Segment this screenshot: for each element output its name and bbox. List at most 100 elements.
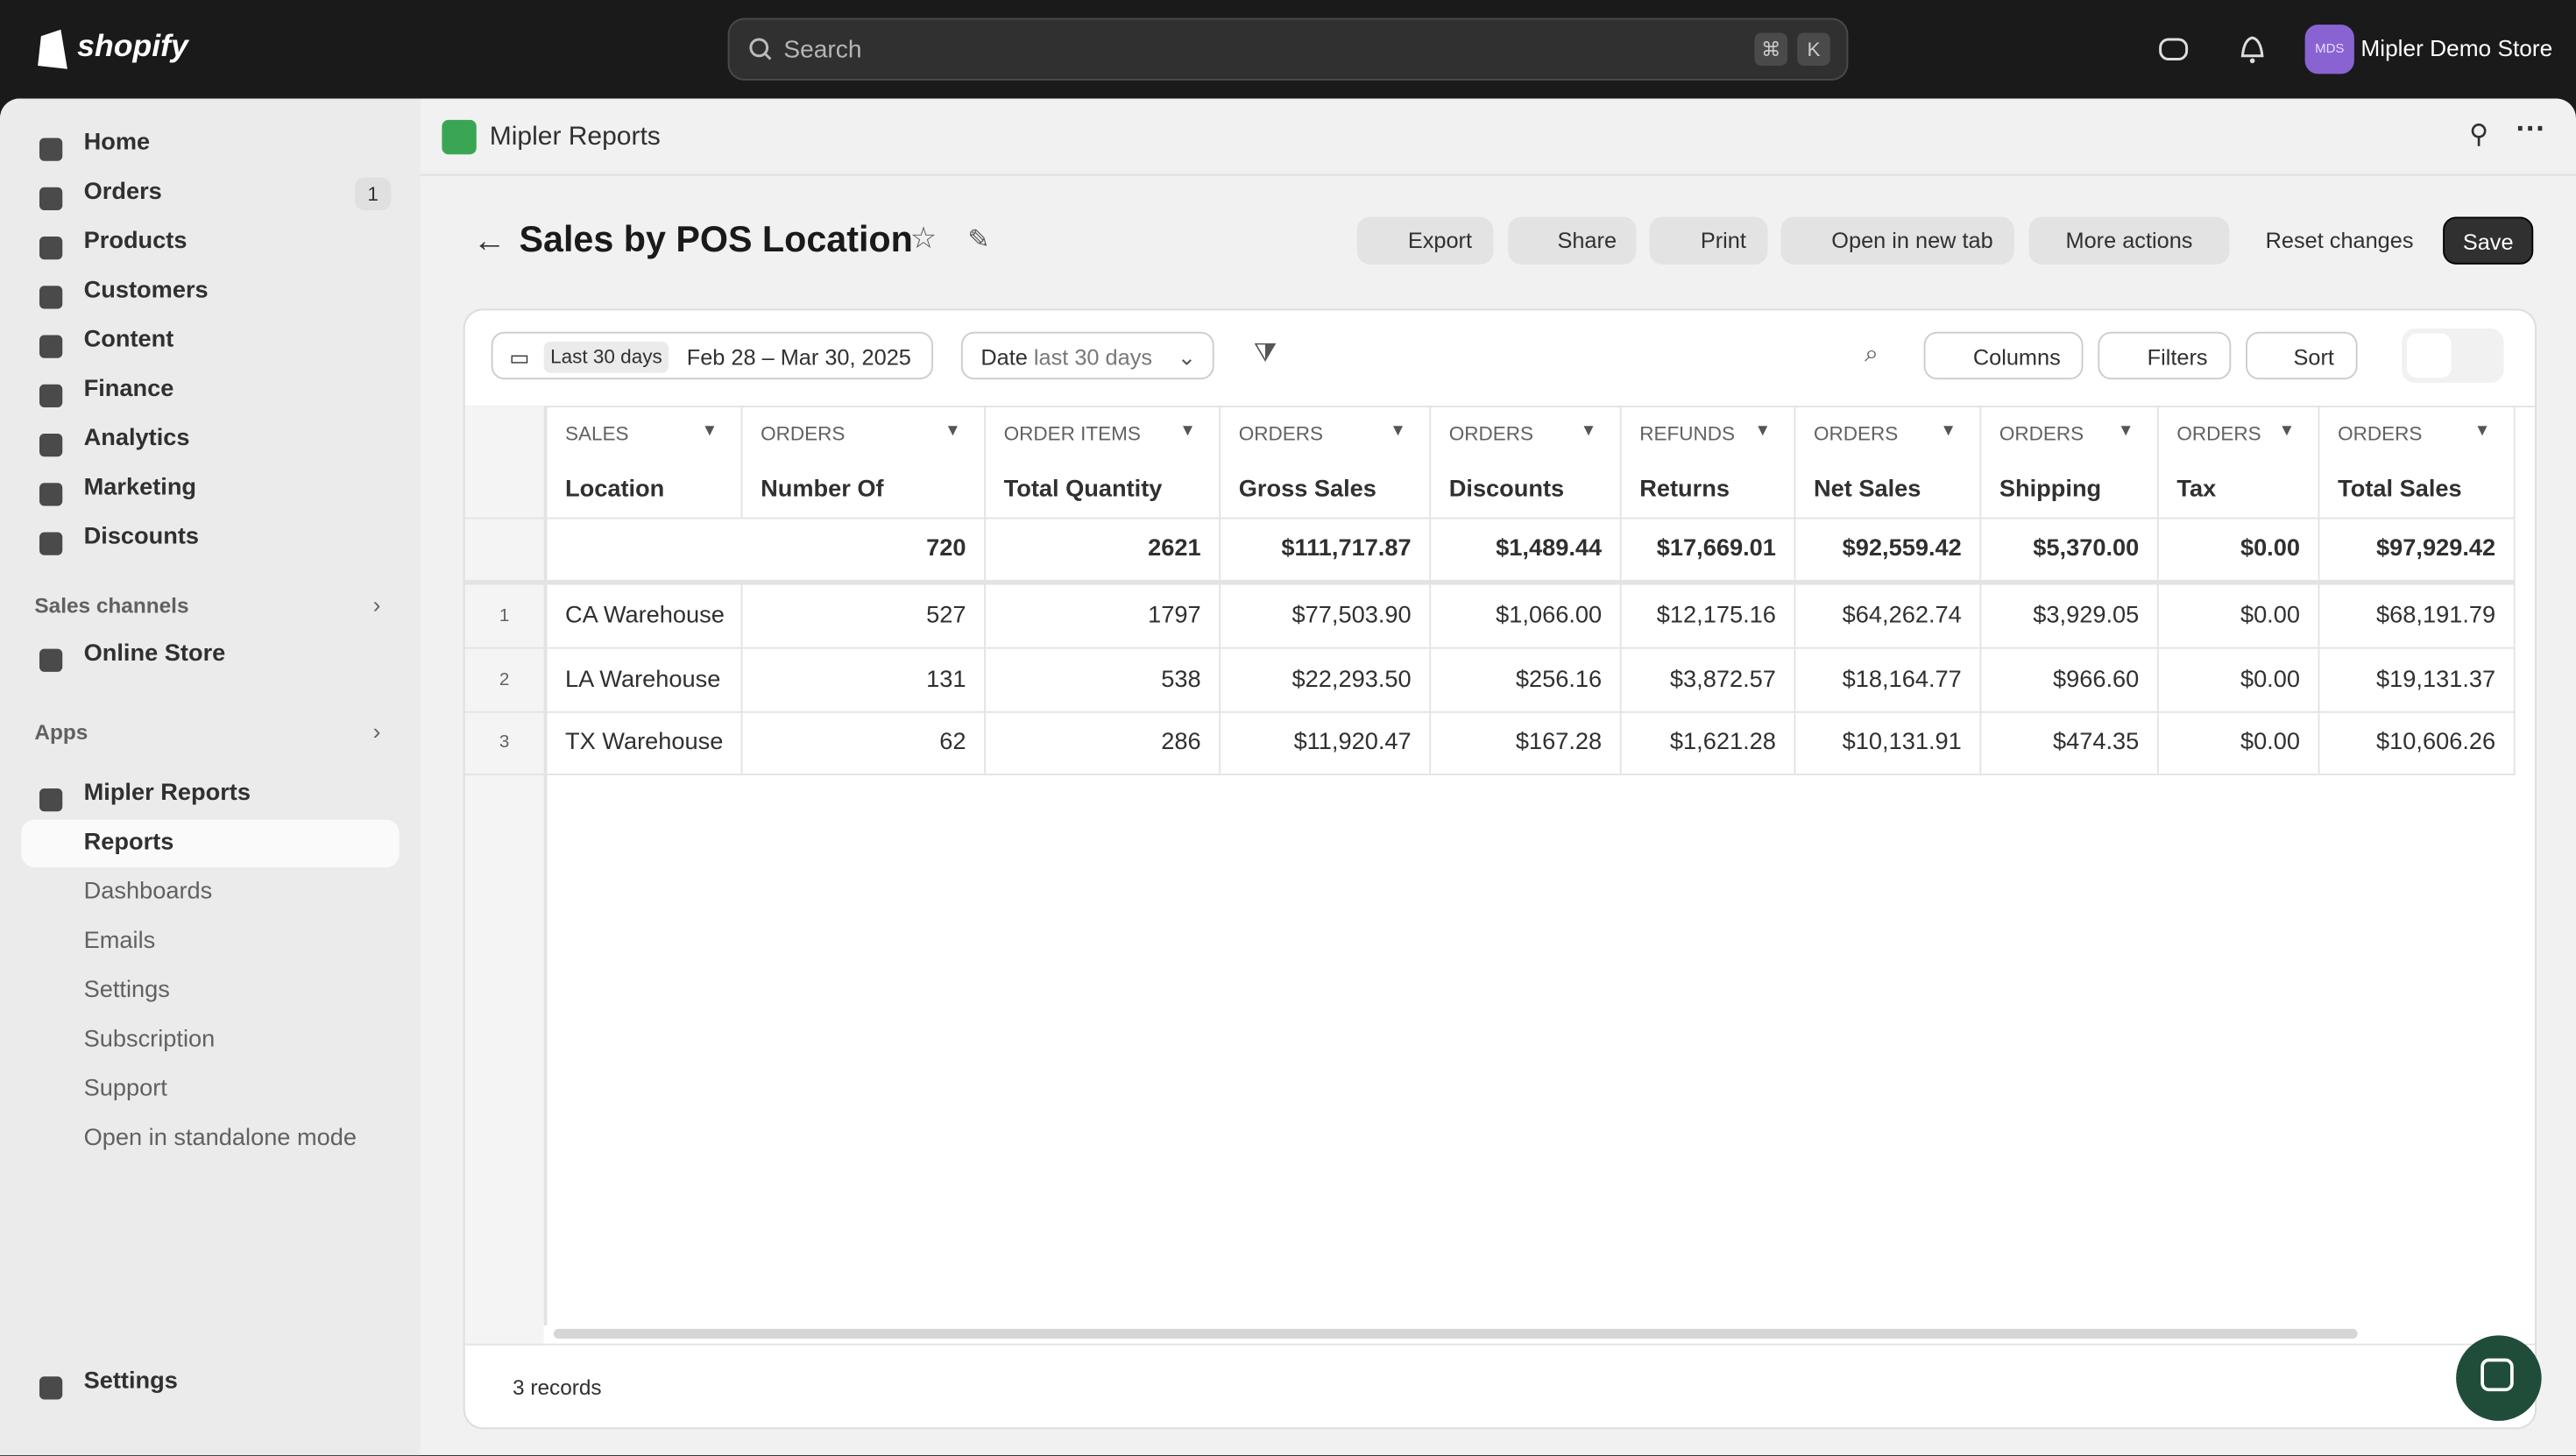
column-group[interactable]: REFUNDS <box>1622 406 1796 518</box>
sub-item[interactable]: Reports <box>83 829 174 856</box>
action-button[interactable]: More actions <box>2028 216 2230 265</box>
nav-item[interactable]: Finance <box>83 376 174 403</box>
sidekick-icon[interactable] <box>2159 34 2189 64</box>
settings-item[interactable]: Settings <box>83 1368 178 1395</box>
column-group[interactable]: ORDER ITEMS <box>986 406 1221 518</box>
reset-button[interactable]: Reset changes <box>2265 228 2414 253</box>
header-border <box>464 517 2516 519</box>
column-menu[interactable]: ▼ <box>1580 421 1597 441</box>
chevron[interactable]: › <box>372 717 381 745</box>
star-icon[interactable]: ☆ <box>909 222 938 255</box>
columns-button[interactable]: Columns <box>1923 331 2084 380</box>
column-menu[interactable]: ▼ <box>701 421 718 441</box>
date-filter[interactable]: Date last 30 days ⌄ <box>960 331 1214 380</box>
nav-item[interactable]: Discounts <box>83 524 200 551</box>
total-cell: $5,370.00 <box>1981 519 2159 580</box>
column-group[interactable]: ORDERS <box>743 406 986 518</box>
section-title[interactable]: Sales channels <box>34 592 189 618</box>
back-arrow[interactable]: ← <box>473 223 506 260</box>
date-range-picker[interactable]: ▭ Last 30 days Feb 28 – Mar 30, 2025 <box>491 331 933 380</box>
record-count: 3 records <box>513 1375 602 1400</box>
table-view[interactable] <box>2406 333 2452 378</box>
nav-item[interactable]: Orders <box>83 179 162 206</box>
edit-icon[interactable]: ✎ <box>967 226 990 255</box>
search-box[interactable]: Search ⌘ K <box>727 18 1849 81</box>
column-name[interactable]: Discounts <box>1448 476 1565 503</box>
view-toggle[interactable] <box>2402 329 2504 383</box>
table-cell: 62 <box>743 710 986 774</box>
scrollbar[interactable] <box>553 1328 2358 1339</box>
sub-item[interactable]: Subscription <box>83 1026 216 1053</box>
column-name[interactable]: Number Of <box>761 476 884 503</box>
more-icon[interactable]: ⋯ <box>2515 111 2545 145</box>
column-name[interactable]: Net Sales <box>1814 476 1921 503</box>
bell-icon[interactable] <box>2238 33 2268 67</box>
table-cell: $1,066.00 <box>1431 584 1622 647</box>
column-menu[interactable]: ▼ <box>1754 421 1772 441</box>
column-group[interactable]: ORDERS <box>2320 406 2516 518</box>
nav-item[interactable]: Home <box>83 130 151 157</box>
filters-button[interactable]: Filters <box>2098 331 2232 380</box>
sub-item[interactable]: Open in standalone mode <box>83 1125 357 1152</box>
column-menu[interactable]: ▼ <box>2473 421 2491 441</box>
channel-item[interactable]: Online Store <box>83 640 226 668</box>
store-name[interactable]: Mipler Demo Store <box>2360 34 2553 61</box>
column-group[interactable]: ORDERS <box>2159 406 2320 518</box>
chat-button[interactable] <box>2456 1335 2542 1421</box>
action-button[interactable]: Export <box>1356 216 1494 265</box>
table-cell: $77,503.90 <box>1221 584 1432 647</box>
column-menu[interactable]: ▼ <box>945 421 961 441</box>
action-button[interactable]: Print <box>1649 216 1768 265</box>
nav-item[interactable]: Analytics <box>83 425 190 452</box>
sub-item[interactable]: Dashboards <box>83 879 213 906</box>
column-menu[interactable]: ▼ <box>2278 421 2296 441</box>
app-header: Mipler Reports ⚲ ⋯ <box>421 99 2576 176</box>
table-cell: $0.00 <box>2159 647 2320 710</box>
column-group[interactable]: ORDERS <box>1221 406 1432 518</box>
table-cell: $64,262.74 <box>1795 584 1982 647</box>
column-name[interactable]: Returns <box>1639 476 1730 503</box>
table-cell: 538 <box>986 647 1221 710</box>
chat-icon <box>2480 1358 2514 1392</box>
table-cell: $0.00 <box>2159 710 2320 774</box>
column-menu[interactable]: ▼ <box>1179 421 1196 441</box>
action-button[interactable]: Share <box>1508 216 1637 265</box>
sub-item[interactable]: Emails <box>83 928 156 955</box>
chevron[interactable]: › <box>372 591 381 618</box>
action-button[interactable]: Open in new tab <box>1780 216 2014 265</box>
column-name[interactable]: Location <box>565 476 665 503</box>
column-group[interactable]: ORDERS <box>1981 406 2159 518</box>
sub-item[interactable]: Support <box>83 1076 167 1103</box>
channel-item-icon <box>39 648 63 672</box>
total-cell: $111,717.87 <box>1221 519 1432 580</box>
column-group[interactable]: ORDERS <box>1795 406 1982 518</box>
column-name[interactable]: Gross Sales <box>1238 476 1376 503</box>
pin-icon[interactable]: ⚲ <box>2469 121 2489 150</box>
column-menu[interactable]: ▼ <box>1940 421 1957 441</box>
column-group[interactable]: ORDERS <box>1431 406 1622 518</box>
search-icon[interactable]: ⌕ <box>1865 340 1879 368</box>
nav-item[interactable]: Marketing <box>83 474 197 501</box>
page-title: Sales by POS Location <box>519 218 913 260</box>
topbar: shopify Search ⌘ K MDS Mipler Demo Store <box>0 0 2576 99</box>
app-item[interactable]: Mipler Reports <box>83 780 251 807</box>
app-item-icon <box>39 788 63 812</box>
save-button[interactable]: Save <box>2443 216 2534 265</box>
column-name[interactable]: Total Quantity <box>1003 476 1163 503</box>
column-name[interactable]: Tax <box>2176 476 2217 503</box>
add-filter-icon[interactable]: ⧩ <box>1253 340 1277 368</box>
nav-item[interactable]: Products <box>83 228 188 255</box>
sub-item[interactable]: Settings <box>83 977 170 1004</box>
nav-item[interactable]: Customers <box>83 277 209 304</box>
column-name[interactable]: Shipping <box>1999 476 2102 503</box>
calendar-icon: ▭ <box>509 344 530 370</box>
column-menu[interactable]: ▼ <box>1390 421 1406 441</box>
sort-button[interactable]: Sort <box>2246 331 2358 380</box>
column-group[interactable]: SALES <box>547 406 743 518</box>
nav-item-icon <box>39 187 63 210</box>
nav-item[interactable]: Content <box>83 327 174 354</box>
store-avatar[interactable]: MDS <box>2304 25 2354 74</box>
column-name[interactable]: Total Sales <box>2338 476 2462 503</box>
section-title[interactable]: Apps <box>34 719 88 745</box>
column-menu[interactable]: ▼ <box>2117 421 2134 441</box>
